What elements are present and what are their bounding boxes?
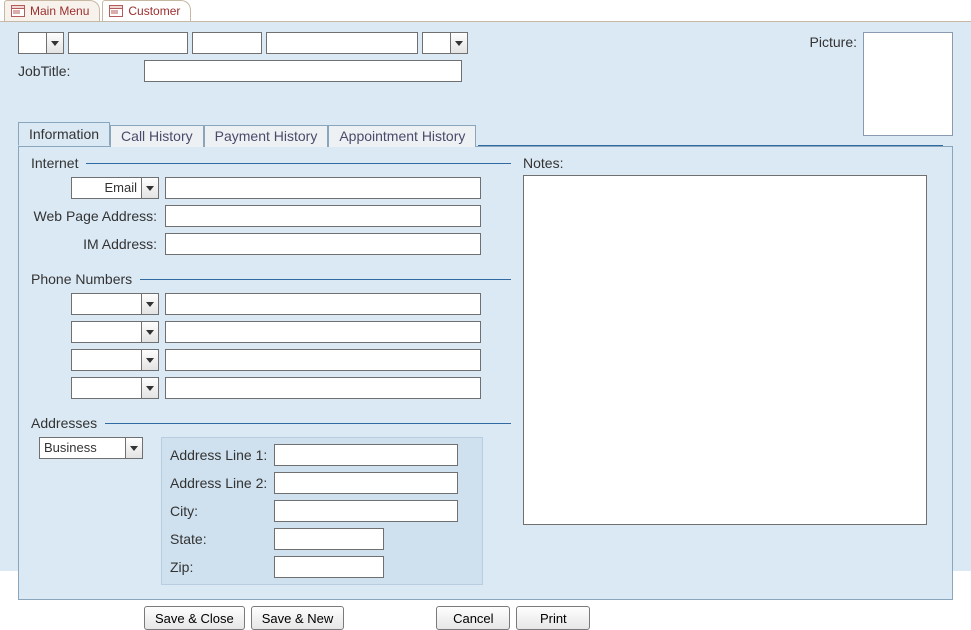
form-icon [109, 5, 123, 17]
button-label: Cancel [453, 611, 493, 626]
group-addresses: Addresses Business [31, 415, 511, 585]
phone-type-combo[interactable] [71, 321, 159, 343]
print-button[interactable]: Print [516, 606, 590, 630]
chevron-down-icon[interactable] [125, 438, 142, 458]
tab-label: Call History [121, 128, 193, 144]
middle-name-input[interactable] [192, 32, 262, 54]
detail-tab-control: Information Call History Payment History… [18, 122, 953, 600]
notes-label: Notes: [523, 155, 939, 171]
tab-appointment-history[interactable]: Appointment History [328, 125, 476, 147]
group-rule [140, 279, 511, 280]
group-legend: Phone Numbers [31, 271, 140, 287]
button-label: Print [540, 611, 567, 626]
email-input[interactable] [165, 177, 481, 199]
phone-type-text [72, 350, 141, 370]
phone-row [31, 321, 511, 343]
tab-label: Information [29, 126, 99, 142]
im-input[interactable] [165, 233, 481, 255]
button-label: Save & Close [155, 611, 234, 626]
notes-area: Notes: [523, 155, 939, 528]
im-label: IM Address: [31, 236, 159, 252]
chevron-down-icon[interactable] [141, 294, 158, 314]
title-combo-text [19, 33, 46, 53]
phone-value-input[interactable] [165, 321, 481, 343]
addr-line2-input[interactable] [274, 472, 458, 494]
chevron-down-icon[interactable] [141, 178, 158, 198]
doc-tab-label: Customer [128, 4, 180, 18]
phone-row [31, 293, 511, 315]
phone-type-combo[interactable] [71, 349, 159, 371]
addr-state-input[interactable] [274, 528, 384, 550]
tab-call-history[interactable]: Call History [110, 125, 204, 147]
group-internet: Internet Email [31, 155, 511, 255]
webpage-label: Web Page Address: [31, 208, 159, 224]
suffix-combo-text [423, 33, 450, 53]
name-row [18, 32, 810, 54]
doc-tab-customer[interactable]: Customer [102, 0, 191, 21]
customer-form: JobTitle: Picture: Information Call Hist… [0, 22, 971, 571]
addr-city-input[interactable] [274, 500, 458, 522]
group-legend: Addresses [31, 415, 105, 431]
address-panel: Address Line 1: Address Line 2: City: [161, 437, 483, 585]
app-window: Main Menu Customer [0, 0, 971, 571]
addr-zip-input[interactable] [274, 556, 384, 578]
doc-tab-label: Main Menu [30, 4, 89, 18]
webpage-input[interactable] [165, 205, 481, 227]
picture-area: Picture: [810, 32, 953, 136]
chevron-down-icon[interactable] [46, 33, 63, 53]
picture-label: Picture: [810, 32, 857, 50]
cancel-button[interactable]: Cancel [436, 606, 510, 630]
address-type-text: Business [40, 438, 125, 458]
document-tab-bar: Main Menu Customer [0, 0, 971, 22]
button-label: Save & New [262, 611, 334, 626]
first-name-input[interactable] [68, 32, 188, 54]
addr-line2-label: Address Line 2: [170, 475, 268, 491]
suffix-combo[interactable] [422, 32, 468, 54]
address-type-combo[interactable]: Business [39, 437, 143, 459]
group-rule [105, 423, 511, 424]
form-button-row: Save & Close Save & New Cancel Print [18, 606, 953, 630]
tab-page-information: Internet Email [18, 146, 953, 600]
chevron-down-icon[interactable] [141, 378, 158, 398]
phone-type-text [72, 322, 141, 342]
addr-city-label: City: [170, 503, 268, 519]
group-rule [86, 163, 511, 164]
jobtitle-input[interactable] [144, 60, 462, 82]
chevron-down-icon[interactable] [141, 322, 158, 342]
addr-state-label: State: [170, 531, 268, 547]
save-close-button[interactable]: Save & Close [144, 606, 245, 630]
phone-value-input[interactable] [165, 377, 481, 399]
tab-payment-history[interactable]: Payment History [204, 125, 329, 147]
jobtitle-label: JobTitle: [18, 63, 138, 79]
phone-type-combo[interactable] [71, 377, 159, 399]
tab-label: Appointment History [339, 128, 465, 144]
picture-box[interactable] [863, 32, 953, 136]
addr-zip-label: Zip: [170, 559, 268, 575]
notes-textarea[interactable] [523, 175, 927, 525]
phone-row [31, 349, 511, 371]
phone-type-text [72, 294, 141, 314]
save-new-button[interactable]: Save & New [251, 606, 345, 630]
email-type-combo[interactable]: Email [71, 177, 159, 199]
phone-type-combo[interactable] [71, 293, 159, 315]
phone-row [31, 377, 511, 399]
tab-label: Payment History [215, 128, 318, 144]
chevron-down-icon[interactable] [141, 350, 158, 370]
addr-line1-label: Address Line 1: [170, 447, 268, 463]
chevron-down-icon[interactable] [450, 33, 467, 53]
phone-type-text [72, 378, 141, 398]
group-legend: Internet [31, 155, 86, 171]
group-phone-numbers: Phone Numbers [31, 271, 511, 399]
email-type-text: Email [72, 178, 141, 198]
title-combo[interactable] [18, 32, 64, 54]
addr-line1-input[interactable] [274, 444, 458, 466]
form-icon [11, 5, 25, 17]
phone-value-input[interactable] [165, 349, 481, 371]
phone-value-input[interactable] [165, 293, 481, 315]
doc-tab-main-menu[interactable]: Main Menu [4, 0, 100, 21]
tab-information[interactable]: Information [18, 122, 110, 146]
last-name-input[interactable] [266, 32, 418, 54]
